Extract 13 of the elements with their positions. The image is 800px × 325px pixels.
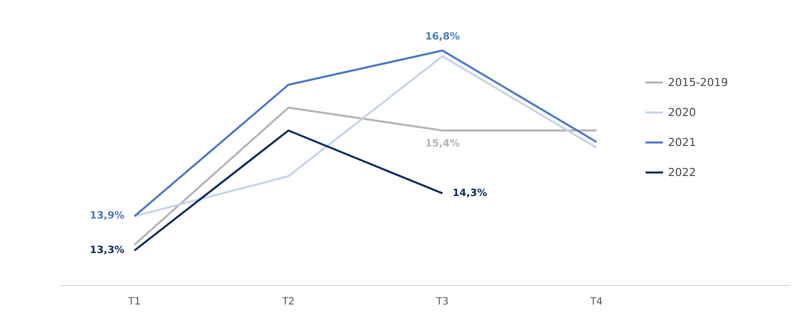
data-label: 16,8%: [425, 32, 460, 42]
legend-label: 2021: [668, 134, 697, 150]
legend-label: 2022: [668, 164, 697, 180]
legend-label: 2015-2019: [668, 74, 728, 90]
legend-label: 2020: [668, 104, 697, 120]
data-label: 13,3%: [90, 245, 124, 256]
x-tick-label: T4: [589, 296, 603, 308]
x-tick-label: T3: [435, 296, 449, 308]
x-tick-label: T1: [127, 296, 141, 308]
data-label: 13,9%: [90, 210, 124, 222]
data-label: 14,3%: [452, 188, 488, 199]
x-tick-label: T2: [281, 296, 295, 308]
data-label: 15,4%: [425, 138, 460, 150]
